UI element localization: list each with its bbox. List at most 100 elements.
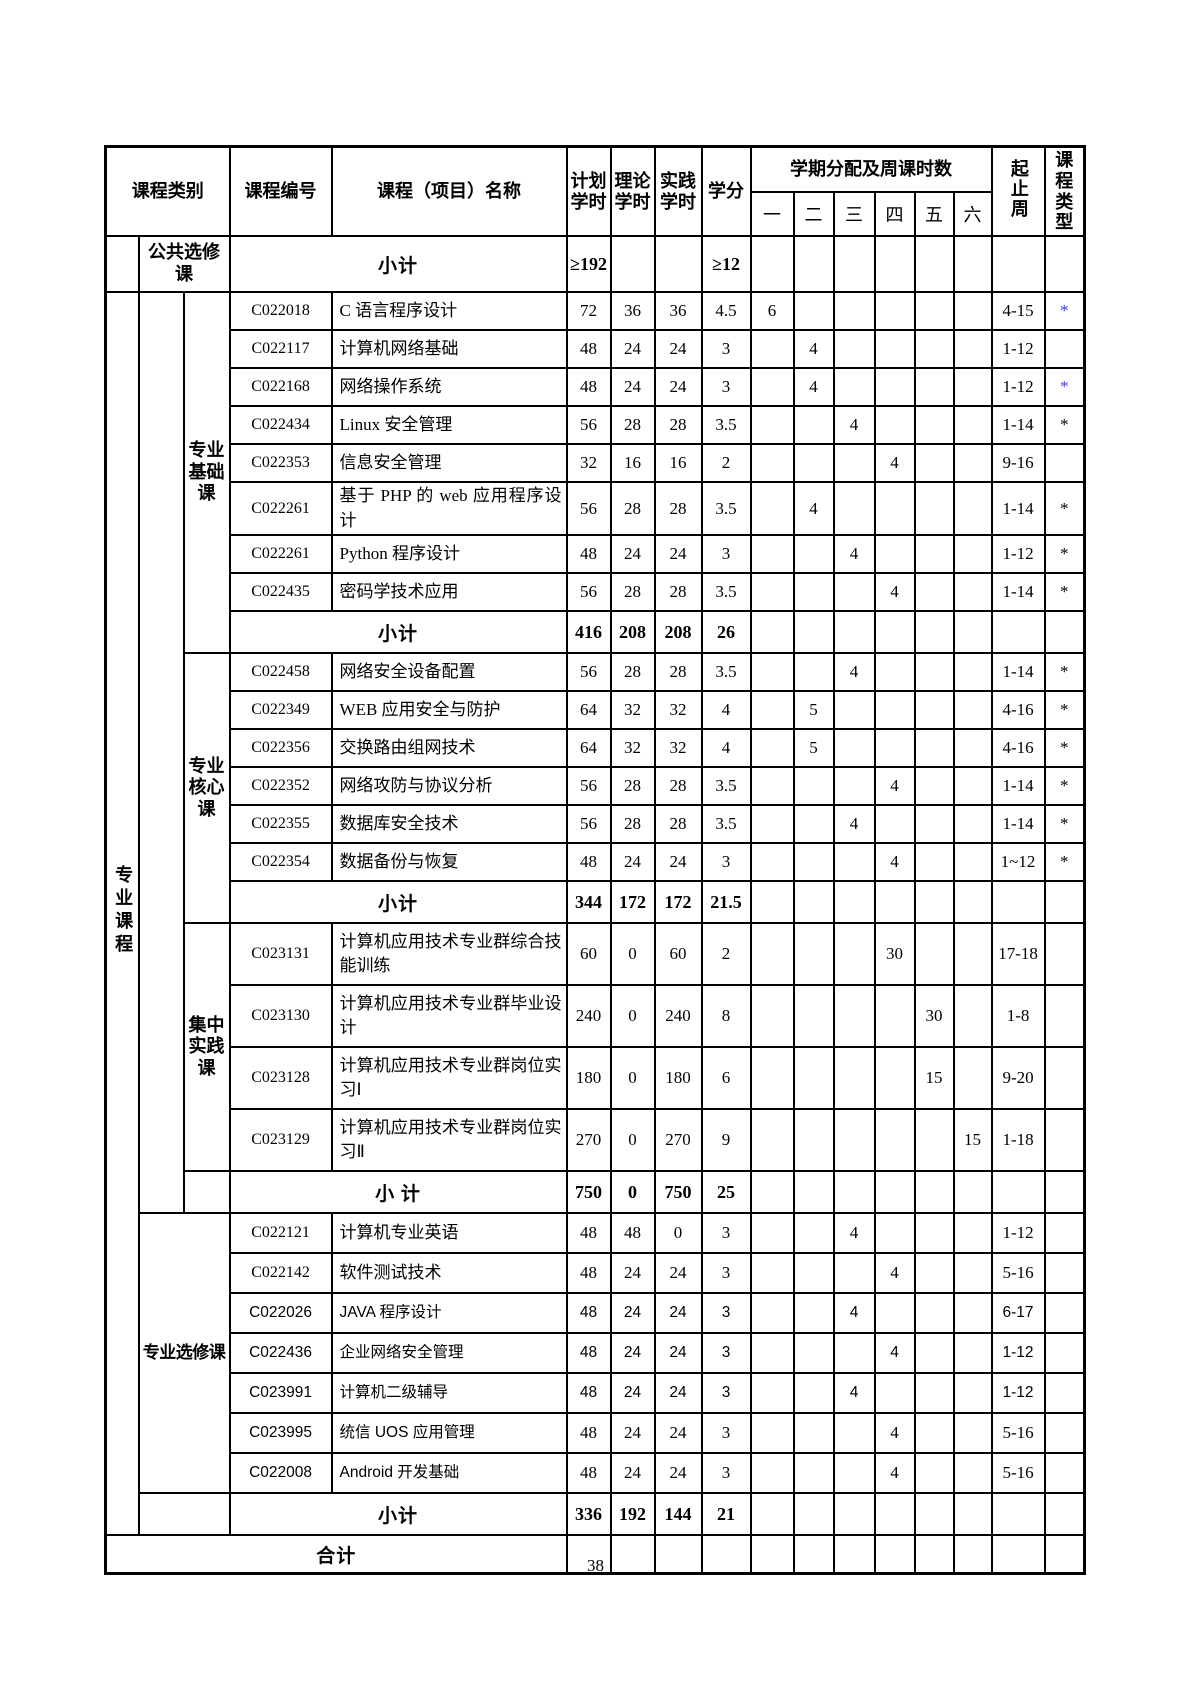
sem2-hours	[792, 1252, 835, 1295]
sem3-hours	[832, 1412, 876, 1455]
sem3-hours	[832, 1252, 876, 1295]
course-code: C022354	[228, 842, 333, 883]
sem1-hours	[749, 443, 795, 483]
sem6-hours	[952, 367, 993, 407]
course-row: C022349 WEB 应用安全与防护 64 32 32 4 5 4-16 *	[106, 690, 1086, 731]
subtotal-row: 小计 344 172 172 21.5	[106, 880, 1086, 925]
practice-hours-value: 16	[653, 443, 703, 483]
empty-cell	[913, 1534, 955, 1575]
course-type-mark: *	[1043, 728, 1086, 769]
course-name: WEB 应用安全与防护	[330, 690, 568, 731]
subtotal-row: 小计 336 192 144 21	[106, 1492, 1086, 1537]
planned-hours-value: 48	[565, 1212, 612, 1255]
subtotal-row: 小计 416 208 208 26	[106, 610, 1086, 655]
sem1-hours	[749, 1372, 795, 1415]
col-header-course-type: 课程类型	[1043, 145, 1086, 237]
course-type-mark: *	[1043, 652, 1086, 693]
empty-cell	[565, 1534, 612, 1575]
course-code: C022352	[228, 766, 333, 807]
sem2-hours	[792, 1452, 835, 1495]
col-header-category: 课程类别	[104, 145, 231, 237]
practice-hours-value: 28	[653, 652, 703, 693]
theory-hours-value: 24	[609, 1412, 656, 1455]
col-header-credits: 学分	[700, 145, 752, 237]
sem5-hours	[913, 1212, 955, 1255]
course-row: C022354 数据备份与恢复 48 24 24 3 4 1~12 *	[106, 842, 1086, 883]
planned-hours-value: 48	[565, 367, 612, 407]
sem4-hours	[873, 728, 916, 769]
course-row: 专业课程 专业基础课 C022018 C 语言程序设计 72 36 36 4.5 6 4-15…	[104, 290, 1086, 1537]
start-end-weeks: 17-18	[990, 922, 1046, 987]
start-end-weeks: 1-14	[990, 572, 1046, 613]
sem1-hours	[749, 842, 795, 883]
course-row: C022434 Linux 安全管理 56 28 28 3.5 4 1-14 *	[106, 405, 1086, 445]
theory-hours-value: 48	[609, 1212, 656, 1255]
curriculum-table: 课程类别 课程编号 课程（项目）名称 计划学时 理论学时 实践学时 学分 学期分…	[104, 145, 1087, 1576]
credits-value: 9	[700, 1108, 752, 1173]
theory-hours-value: 24	[609, 1332, 656, 1375]
start-end-weeks: 4-15	[990, 291, 1046, 331]
credits-value: 3	[700, 842, 752, 883]
course-type-mark	[1043, 880, 1086, 925]
planned-hours-value: 64	[565, 728, 612, 769]
sem5-hours	[913, 842, 955, 883]
course-name: Python 程序设计	[330, 534, 568, 575]
sem4-hours	[873, 1108, 916, 1173]
course-name: 企业网络安全管理	[330, 1332, 568, 1375]
course-type-mark: *	[1043, 534, 1086, 575]
sem3-hours	[832, 1452, 876, 1495]
col-header-semester-group: 学期分配及周课时数	[749, 145, 993, 193]
sem4-hours	[873, 329, 916, 369]
sem6-hours	[952, 1292, 993, 1335]
sem4-hours: 30	[873, 922, 916, 987]
course-name: Android 开发基础	[330, 1452, 568, 1495]
theory-hours-value: 208	[609, 610, 656, 655]
subtotal-label: 小 计	[228, 1170, 568, 1215]
sem2-hours: 4	[792, 329, 835, 369]
subtotal-label: 小计	[228, 880, 568, 925]
credits-value: 3.5	[700, 652, 752, 693]
col-header-sem-4: 四	[873, 191, 916, 237]
header-row-1: 课程类别 课程编号 课程（项目）名称 计划学时 理论学时 实践学时 学分 学期分…	[104, 145, 1086, 237]
course-code: C023995	[228, 1412, 333, 1455]
practice-hours-value: 24	[653, 329, 703, 369]
course-type-mark	[1043, 1046, 1086, 1111]
course-code: C022435	[228, 572, 333, 613]
sem6-hours	[952, 1412, 993, 1455]
start-end-weeks: 9-16	[990, 443, 1046, 483]
sem6-hours	[952, 728, 993, 769]
subtotal-label: 小计	[228, 235, 568, 293]
course-row: 专业核心课 C022458 网络安全设备配置 56 28 28 3.5 4 1-14 *	[106, 652, 1086, 925]
course-row: C022436 企业网络安全管理 48 24 24 3 4 1-12	[106, 1332, 1086, 1375]
course-type-mark	[1043, 329, 1086, 369]
course-row: C022142 软件测试技术 48 24 24 3 4 5-16	[106, 1252, 1086, 1295]
start-end-weeks: 1-12	[990, 1372, 1046, 1415]
empty-cell	[749, 1534, 795, 1575]
sem3-hours	[832, 728, 876, 769]
subtotal-label: 小计	[228, 610, 568, 655]
empty-cell	[832, 1534, 876, 1575]
col-header-sem-3: 三	[832, 191, 876, 237]
sem1-hours	[749, 1412, 795, 1455]
theory-hours-value: 28	[609, 480, 656, 537]
empty-cell	[952, 1534, 993, 1575]
sem4-hours	[873, 367, 916, 407]
practice-hours-value: 24	[653, 367, 703, 407]
start-end-weeks: 1-12	[990, 534, 1046, 575]
sem1-hours	[749, 652, 795, 693]
course-code: C023131	[228, 922, 333, 987]
start-end-weeks: 9-20	[990, 1046, 1046, 1111]
sem1-hours	[749, 1332, 795, 1375]
course-row: C023128 计算机应用技术专业群岗位实习Ⅰ 180 0 180 6 15 9-20	[106, 1046, 1086, 1111]
sem4-hours: 4	[873, 1252, 916, 1295]
course-type-mark	[1043, 1212, 1086, 1255]
sem4-hours: 4	[873, 842, 916, 883]
sem1-hours	[749, 1170, 795, 1215]
course-code: C022356	[228, 728, 333, 769]
sem5-hours	[913, 291, 955, 331]
start-end-weeks: 6-17	[990, 1292, 1046, 1335]
credits-value: 3	[700, 1212, 752, 1255]
sem3-hours: 4	[832, 1372, 876, 1415]
sem2-hours	[792, 572, 835, 613]
practice-hours-value: 32	[653, 690, 703, 731]
